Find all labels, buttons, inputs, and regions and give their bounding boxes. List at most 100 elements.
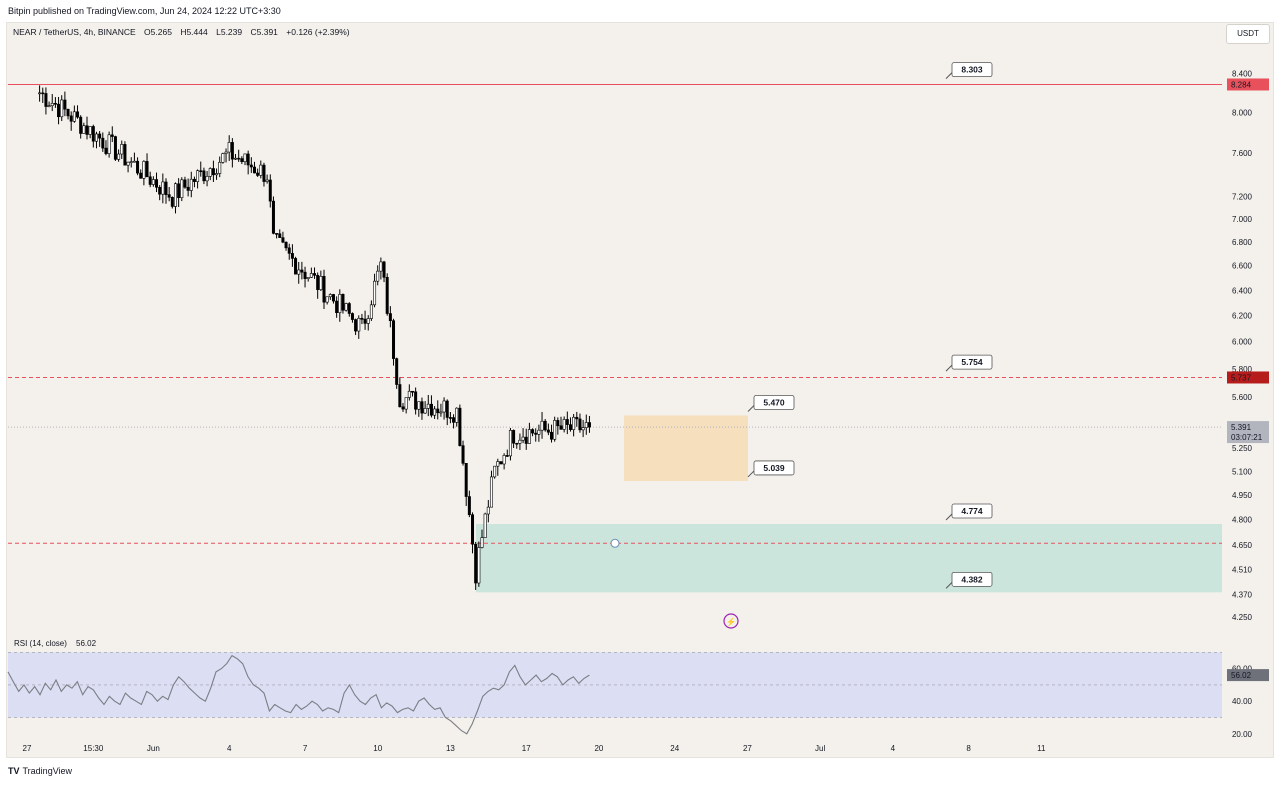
candle-body	[565, 419, 569, 425]
candle-body	[502, 455, 506, 465]
ohlc-high: H5.444	[180, 27, 208, 37]
published-caption: Bitpin published on TradingView.com, Jun…	[8, 6, 281, 16]
candle-body	[452, 417, 456, 423]
chart-pane[interactable]	[6, 22, 1274, 758]
candle-body	[208, 168, 212, 177]
currency-button[interactable]: USDT	[1226, 24, 1270, 44]
candle-body	[249, 164, 253, 168]
candle-body	[183, 179, 187, 188]
candle-body	[221, 153, 225, 163]
candle-body	[433, 408, 437, 416]
candle-body	[107, 134, 111, 154]
candle-body	[297, 269, 301, 275]
candle-body	[142, 161, 146, 179]
candle-body	[79, 116, 83, 134]
callout-box-2	[753, 395, 795, 410]
tradingview-brand: TradingView	[22, 766, 73, 776]
candle-body	[47, 105, 51, 108]
candle-body	[120, 144, 124, 155]
candle-body	[113, 136, 117, 160]
candle-body	[110, 134, 114, 137]
candle-body	[493, 465, 497, 478]
callout-pointer-4	[945, 513, 953, 521]
y-tick-label-18: 4.510	[1232, 565, 1253, 574]
rsi-value: 56.02	[76, 639, 97, 648]
candle-body	[237, 157, 241, 160]
candle-body	[82, 125, 86, 134]
candle-body	[486, 506, 490, 515]
candle-body	[224, 151, 228, 154]
candle-body	[199, 170, 203, 173]
callout-box-5	[951, 571, 993, 587]
candle-body	[341, 294, 345, 311]
candle-body	[234, 157, 238, 160]
candle-body	[294, 258, 298, 275]
candle-body	[275, 233, 279, 235]
candle-body	[404, 397, 408, 410]
rsi-tick-1: 40.00	[1232, 697, 1253, 706]
candle-body	[88, 126, 92, 135]
candle-body	[527, 429, 531, 444]
candle-body	[306, 277, 310, 279]
candle-body	[467, 496, 471, 516]
candle-body	[423, 408, 427, 414]
candle-body	[186, 186, 190, 191]
candle-body	[57, 103, 61, 118]
candle-body	[477, 547, 481, 584]
x-tick-label-5: 10	[373, 744, 382, 753]
candle-body	[350, 313, 354, 320]
x-tick-label-14: 11	[1037, 744, 1046, 753]
candle-body	[76, 111, 80, 118]
candle-body	[91, 126, 95, 142]
callout-pointer-3	[747, 470, 755, 478]
candle-body	[313, 273, 317, 276]
candle-body	[300, 269, 304, 273]
x-tick-label-0: 27	[23, 744, 32, 753]
candle-body	[464, 463, 468, 497]
candle-body	[161, 181, 165, 195]
candle-body	[354, 319, 358, 332]
rsi-line	[7, 654, 590, 735]
candle-body	[44, 93, 48, 107]
candle-body	[126, 161, 130, 166]
candle-body	[173, 183, 177, 207]
symbol-legend: NEAR / TetherUS, 4h, BINANCE O5.265 H5.4…	[13, 27, 356, 37]
callout-label-3: 5.039	[763, 463, 785, 473]
x-tick-label-8: 20	[594, 744, 603, 753]
candle-body	[262, 164, 266, 182]
y-tick-label-4: 7.000	[1232, 215, 1253, 224]
x-tick-label-11: Jul	[815, 744, 825, 753]
candle-body	[461, 445, 465, 464]
candle-body	[458, 407, 462, 446]
candle-body	[41, 92, 45, 95]
candle-body	[281, 237, 285, 243]
candle-body	[256, 172, 260, 176]
candle-body	[515, 442, 519, 445]
candle-body	[369, 304, 373, 319]
candle-body	[322, 276, 326, 303]
candle-body	[205, 176, 209, 182]
y-tick-label-11: 5.600	[1232, 393, 1253, 402]
candle-body	[584, 422, 588, 428]
candle-body	[455, 407, 459, 423]
candle-body	[180, 179, 184, 198]
symbol-name: NEAR / TetherUS, 4h, BINANCE	[13, 27, 136, 37]
y-tick-label-20: 4.250	[1232, 613, 1253, 622]
y-tick-label-15: 4.950	[1232, 491, 1253, 500]
candle-body	[72, 111, 76, 122]
candle-body	[445, 400, 449, 418]
price-tag-2	[1227, 421, 1269, 444]
candle-body	[85, 125, 89, 135]
candle-body	[215, 173, 219, 176]
y-tick-label-17: 4.650	[1232, 541, 1253, 550]
candle-body	[101, 137, 105, 149]
candle-body	[136, 160, 140, 174]
y-tick-label-6: 6.600	[1232, 262, 1253, 271]
candle-body	[537, 429, 541, 435]
candle-body	[303, 271, 307, 279]
candle-body	[148, 176, 152, 185]
callout-pointer-0	[945, 72, 953, 80]
candle-body	[534, 432, 538, 435]
candle-body	[328, 294, 332, 298]
